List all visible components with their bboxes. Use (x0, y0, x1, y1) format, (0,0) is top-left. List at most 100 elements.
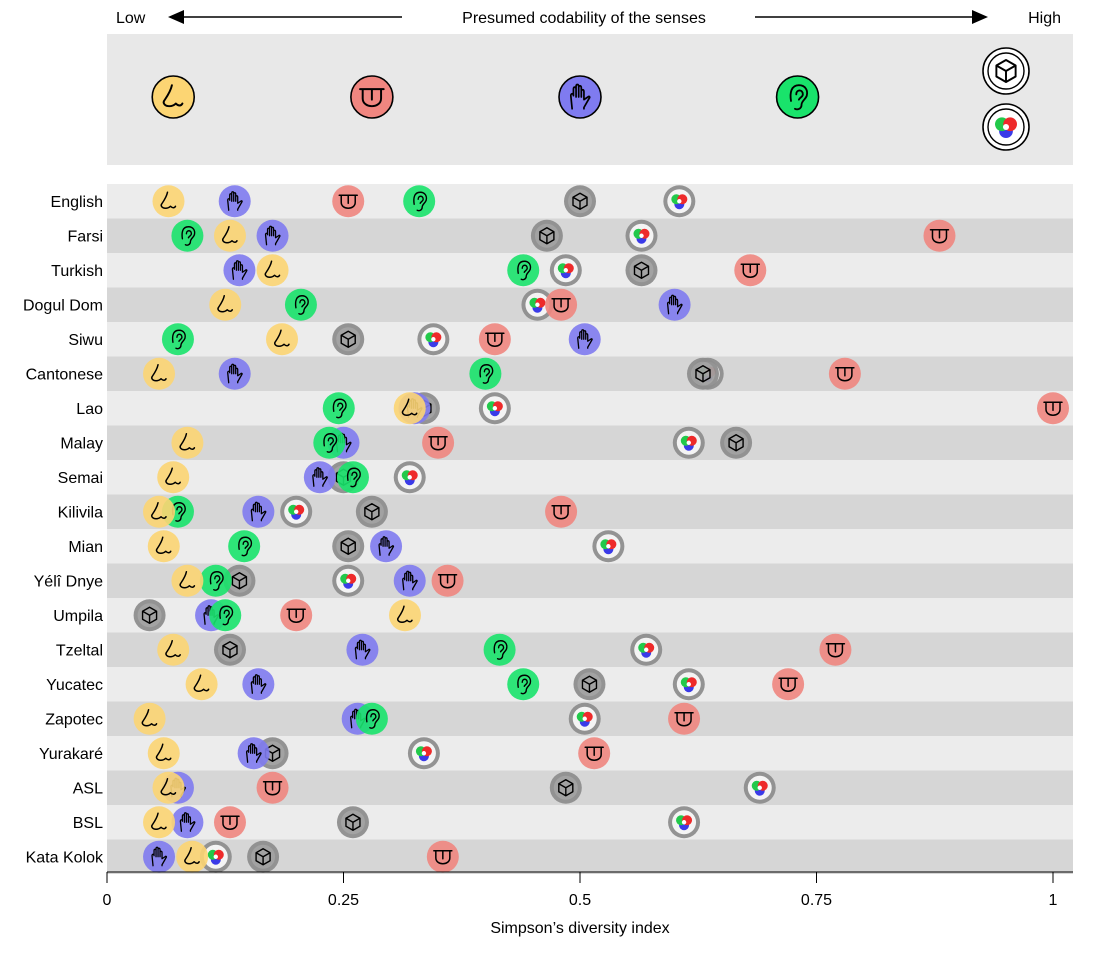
point-sound (336, 461, 369, 494)
legend-taste-icon (350, 75, 394, 119)
row-label: Farsi (67, 228, 103, 245)
x-tick-label: 1 (1049, 892, 1058, 909)
point-touch (218, 357, 251, 390)
point-shape (223, 564, 256, 597)
point-colour (478, 392, 511, 425)
point-taste (734, 254, 767, 287)
point-smell (157, 633, 190, 666)
point-shape (564, 185, 596, 218)
point-shape (625, 254, 658, 287)
point-taste (828, 357, 861, 390)
row-label: Zapotec (45, 711, 103, 728)
row-label: ASL (73, 780, 103, 797)
point-taste (422, 426, 455, 459)
point-smell (176, 840, 209, 873)
row-label: Mian (68, 539, 103, 556)
codability-header: Low Presumed codability of the senses Hi… (116, 10, 1061, 27)
point-smell (147, 530, 180, 563)
point-shape (355, 495, 388, 528)
point-sound (313, 426, 346, 459)
point-taste (578, 737, 611, 770)
point-taste (668, 702, 701, 735)
point-colour (668, 806, 701, 839)
point-smell (152, 185, 185, 218)
point-shape (573, 668, 606, 701)
point-smell (266, 323, 299, 356)
point-colour (549, 254, 582, 287)
legend-sound-icon (775, 75, 820, 119)
point-smell (209, 288, 242, 321)
legend-smell-icon (151, 75, 196, 119)
point-touch (658, 288, 691, 321)
left-arrow-icon (168, 10, 184, 24)
point-colour (663, 185, 696, 218)
point-smell (143, 806, 176, 839)
point-colour (407, 737, 440, 770)
point-touch (370, 530, 403, 563)
point-sound (284, 288, 317, 321)
row-label: Yélî Dnye (34, 573, 103, 590)
right-arrow-icon (972, 10, 988, 24)
legend-touch-icon (558, 75, 602, 119)
point-smell (133, 702, 166, 735)
row-band (107, 598, 1073, 633)
point-colour (672, 426, 705, 459)
data-points (133, 185, 1069, 873)
point-taste (772, 668, 805, 701)
point-shape (530, 219, 563, 252)
sense-legend (151, 47, 1030, 151)
point-touch (223, 254, 256, 287)
point-sound (171, 219, 204, 252)
point-colour (630, 633, 663, 666)
point-touch (237, 737, 270, 770)
point-taste (478, 323, 511, 356)
row-band (107, 460, 1073, 495)
low-label: Low (116, 10, 146, 27)
point-touch (393, 564, 426, 597)
point-touch (171, 806, 204, 839)
row-label: Umpila (53, 608, 103, 625)
point-taste (923, 219, 956, 252)
point-shape (213, 633, 246, 666)
row-label: BSL (73, 815, 103, 832)
row-label: Yucatec (46, 677, 103, 694)
point-taste (431, 564, 464, 597)
row-band (107, 632, 1073, 667)
point-shape (549, 771, 582, 804)
point-smell (152, 771, 185, 804)
row-label: Turkish (51, 263, 103, 280)
row-label: Cantonese (26, 366, 103, 383)
row-band (107, 425, 1073, 460)
x-axis-title: Simpson’s diversity index (490, 920, 669, 937)
point-colour (743, 771, 776, 804)
point-smell (213, 219, 246, 252)
row-label: Malay (60, 435, 103, 452)
point-smell (388, 599, 421, 632)
point-sound (199, 564, 232, 597)
language-labels: English Farsi Turkish Dogul Dom Siwu Cantones… (23, 194, 104, 867)
row-label: Lao (76, 401, 103, 418)
point-shape (332, 323, 365, 356)
point-sound (483, 633, 516, 666)
point-colour (417, 323, 450, 356)
row-band (107, 287, 1073, 322)
point-touch (303, 461, 336, 494)
point-smell (393, 392, 426, 425)
point-touch (218, 185, 251, 218)
point-shape (720, 426, 753, 459)
x-tick-label: 0.5 (569, 892, 591, 909)
point-smell (143, 495, 176, 528)
point-sound (209, 599, 242, 632)
row-label: Kata Kolok (26, 849, 104, 866)
point-sound (161, 323, 194, 356)
point-taste (332, 185, 365, 218)
point-shape (332, 530, 365, 563)
language-rows (107, 184, 1073, 874)
point-touch (346, 633, 379, 666)
point-colour (625, 219, 658, 252)
codability-title: Presumed codability of the senses (462, 10, 706, 27)
point-touch (143, 840, 176, 873)
point-sound (469, 357, 502, 390)
row-label: English (51, 194, 103, 211)
point-shape (686, 357, 719, 390)
